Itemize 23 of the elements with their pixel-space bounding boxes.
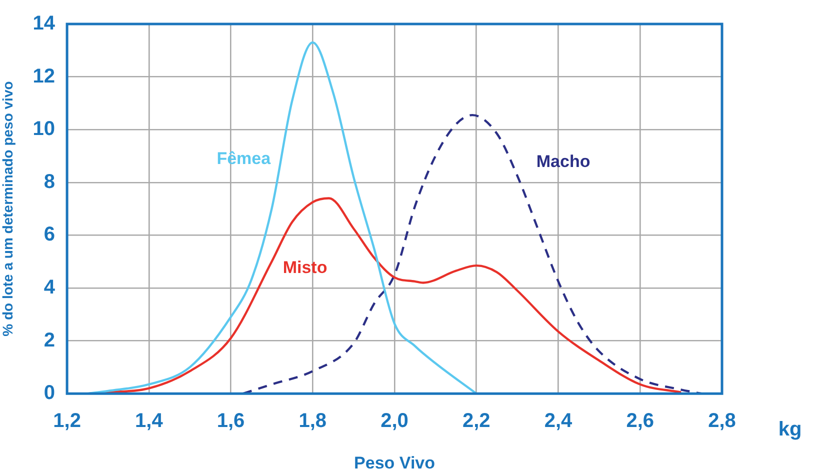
text: kg xyxy=(778,418,802,441)
y-tick-label: 4 xyxy=(44,276,56,299)
series-label: Fêmea xyxy=(216,149,272,168)
x-tick-label: 2,4 xyxy=(544,410,574,432)
y-tick-label: 10 xyxy=(32,118,56,140)
x-tick-label: 1,8 xyxy=(298,410,327,432)
x-tick-label: 1,6 xyxy=(216,410,245,432)
y-tick-label: 8 xyxy=(44,170,56,193)
y-tick-label: 14 xyxy=(32,12,56,35)
series-label: Misto xyxy=(282,258,328,277)
y-tick-label: 0 xyxy=(44,382,56,404)
x-tick-label: 2,0 xyxy=(380,410,408,432)
y-tick-label: 2 xyxy=(44,329,56,352)
y-tick-label: 12 xyxy=(32,65,56,88)
x-tick-label: 2,2 xyxy=(462,410,490,432)
y-axis-title: % do lote a um determinado peso vivo xyxy=(0,81,16,336)
x-tick-label: 2,8 xyxy=(708,410,736,432)
x-tick-label: 1,2 xyxy=(53,410,81,432)
series-label: Macho xyxy=(536,152,590,171)
x-tick-label: 1,4 xyxy=(135,410,164,432)
x-axis-title: Peso Vivo xyxy=(354,453,435,472)
y-tick-label: 6 xyxy=(44,224,56,246)
x-tick-label: 2,6 xyxy=(626,410,654,432)
